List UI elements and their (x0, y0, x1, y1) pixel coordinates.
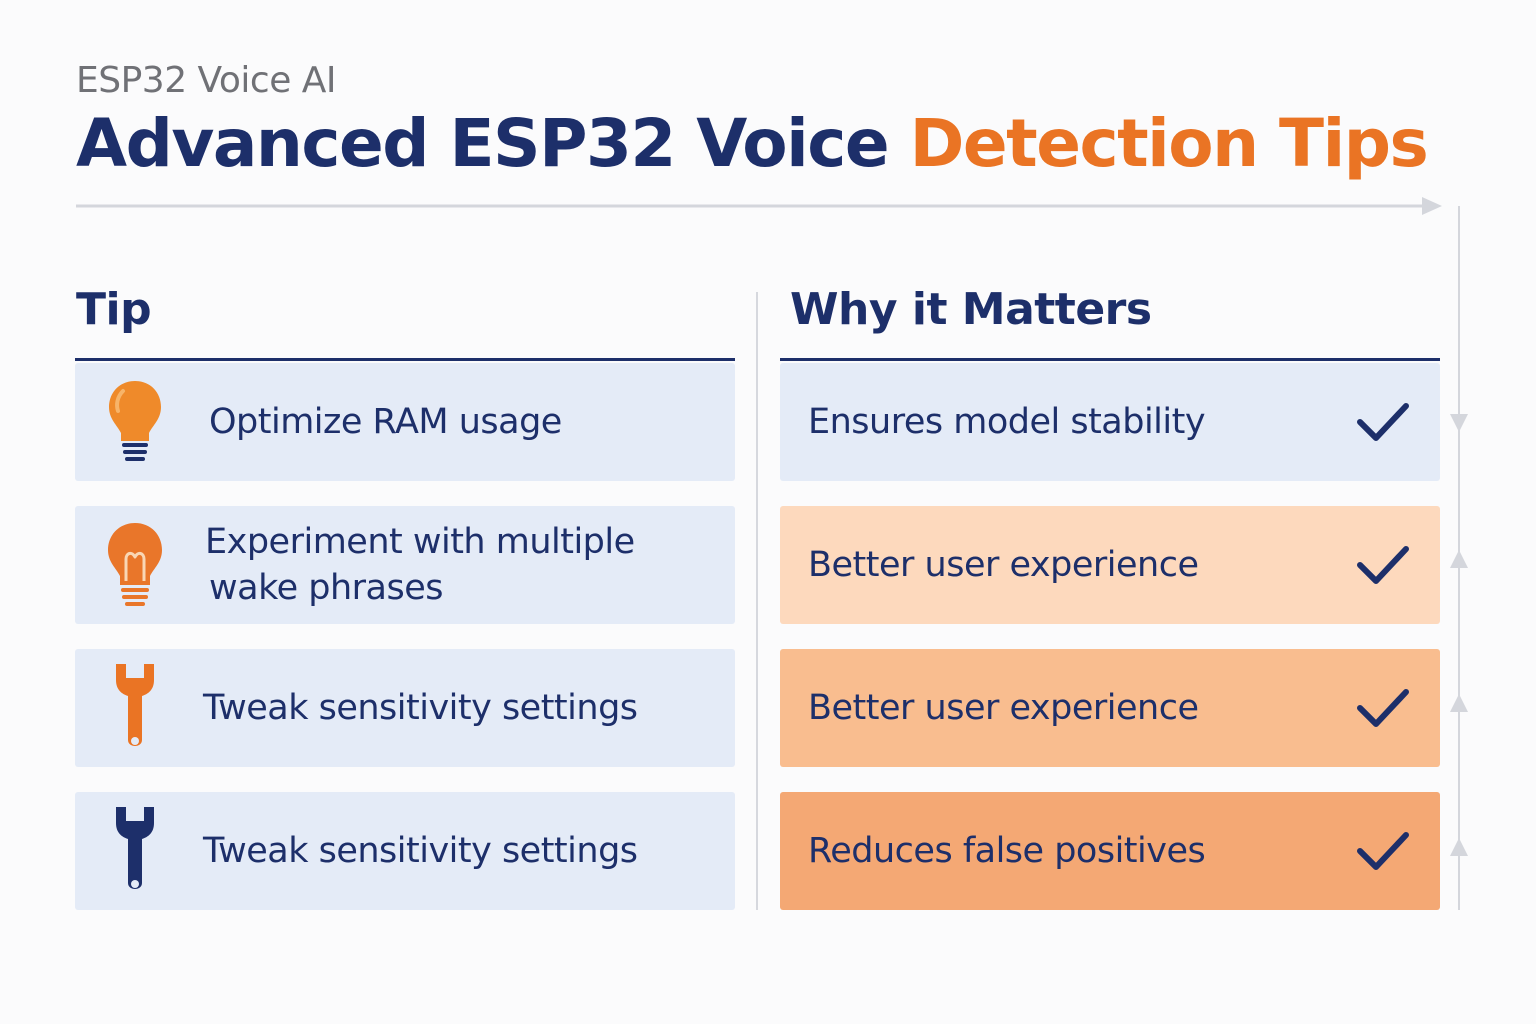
why-text: Reduces false positives (808, 831, 1206, 871)
lightbulb-icon (75, 506, 195, 624)
tip-row: Experiment with multiple wake phrases (75, 506, 735, 624)
subtitle: ESP32 Voice AI (76, 60, 337, 101)
tip-text-line-2: wake phrases (209, 568, 443, 608)
check-icon (1357, 403, 1409, 441)
column-header-why: Why it Matters (790, 284, 1152, 335)
title-main: Advanced ESP32 Voice (76, 105, 910, 182)
tip-row: Tweak sensitivity settings (75, 792, 735, 910)
why-text: Better user experience (808, 545, 1199, 585)
column-divider (756, 292, 758, 910)
wrench-icon (75, 792, 195, 910)
check-icon (1357, 689, 1409, 727)
check-icon (1357, 546, 1409, 584)
side-arrow-down (1450, 414, 1468, 432)
tip-text: Tweak sensitivity settings (203, 831, 638, 871)
why-row: Ensures model stability (780, 363, 1440, 481)
column-header-tip: Tip (76, 284, 152, 335)
tip-text: Tweak sensitivity settings (203, 688, 638, 728)
why-text: Better user experience (808, 688, 1199, 728)
why-row: Reduces false positives (780, 792, 1440, 910)
side-arrow-up-1 (1450, 550, 1468, 568)
wrench-icon (75, 649, 195, 767)
side-arrow-up-3 (1450, 838, 1468, 856)
tip-text-line-1: Experiment with multiple (205, 522, 635, 562)
side-arrow-up-2 (1450, 694, 1468, 712)
why-row: Better user experience (780, 649, 1440, 767)
check-icon (1357, 832, 1409, 870)
why-row: Better user experience (780, 506, 1440, 624)
tip-row: Tweak sensitivity settings (75, 649, 735, 767)
tip-row: Optimize RAM usage (75, 363, 735, 481)
column-header-rule-why (780, 358, 1440, 361)
title-accent: Detection Tips (909, 105, 1429, 182)
tip-text: Experiment with multiple wake phrases (205, 519, 635, 611)
why-text: Ensures model stability (808, 402, 1206, 442)
header-arrow-head (1422, 197, 1442, 215)
page-title: Advanced ESP32 Voice Detection Tips (76, 104, 1429, 184)
lightbulb-icon (75, 363, 195, 481)
tip-text: Optimize RAM usage (209, 402, 562, 442)
column-header-rule-tip (75, 358, 735, 361)
